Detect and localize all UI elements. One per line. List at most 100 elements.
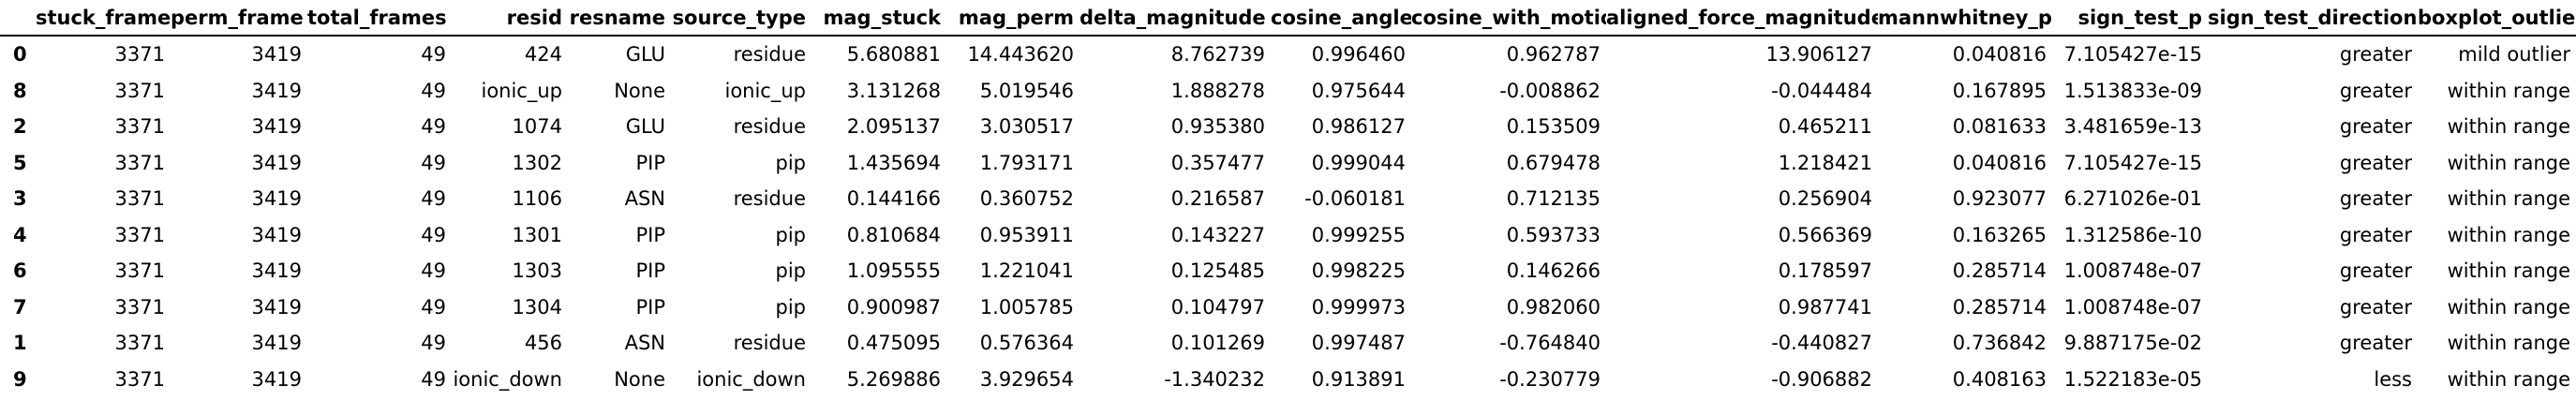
table-cell: 0.997487 <box>1311 332 1406 355</box>
table-cell: 0.357477 <box>1170 151 1265 174</box>
table-cell: within range <box>2447 223 2570 246</box>
table-cell: 1.008748e-07 <box>2063 259 2202 283</box>
table-cell: 3371 <box>114 187 165 211</box>
table-cell: 0.593733 <box>1506 223 1601 246</box>
table-cell: 424 <box>524 43 562 67</box>
table-row: 4 3371 3419 49 1301 PIP pip 0.810684 0.953911 0.1… <box>0 217 2576 254</box>
table-row: 2 3371 3419 49 1074 GLU residue 2.095137 3.03051… <box>0 109 2576 145</box>
table-cell: -0.764840 <box>1499 332 1601 355</box>
table-cell: 7.105427e-15 <box>2063 43 2202 67</box>
column-header: resid <box>452 0 568 37</box>
table-cell: None <box>614 367 665 391</box>
column-header: total_frames <box>307 0 452 37</box>
table-cell: ionic_up <box>724 79 806 102</box>
table-cell: 3419 <box>251 259 302 283</box>
table-cell: 0.935380 <box>1170 115 1265 139</box>
table-cell: 3419 <box>251 43 302 67</box>
table-cell: 0.679478 <box>1506 151 1601 174</box>
table-cell: 1.522183e-05 <box>2063 367 2202 391</box>
table-cell: greater <box>2339 223 2412 246</box>
column-header: aligned_force_magnitude <box>1606 0 1878 37</box>
table-cell: 0.986127 <box>1311 115 1406 139</box>
table-cell: 5.680881 <box>846 43 941 67</box>
row-index: 1 <box>13 332 27 355</box>
table-cell: 3371 <box>114 115 165 139</box>
table-cell: 0.167895 <box>1952 79 2047 102</box>
column-header: mag_stuck <box>812 0 946 37</box>
table-cell: within range <box>2447 332 2570 355</box>
table-cell: 0.153509 <box>1506 115 1601 139</box>
table-cell: 0.998225 <box>1311 259 1406 283</box>
table-cell: 3.481659e-13 <box>2063 115 2202 139</box>
table-cell: 49 <box>421 332 446 355</box>
table-cell: None <box>614 79 665 102</box>
table-cell: 49 <box>421 79 446 102</box>
column-header: mag_perm <box>946 0 1080 37</box>
table-cell: 1301 <box>512 223 562 246</box>
table-cell: mild outlier <box>2458 43 2570 67</box>
table-cell: 49 <box>421 43 446 67</box>
table-cell: 3419 <box>251 115 302 139</box>
table-cell: 1.005785 <box>979 295 1074 319</box>
row-index: 2 <box>13 115 27 139</box>
table-cell: 3371 <box>114 367 165 391</box>
table-cell: 5.269886 <box>846 367 941 391</box>
row-index: 3 <box>13 187 27 211</box>
table-cell: 0.285714 <box>1952 259 2047 283</box>
table-cell: within range <box>2447 187 2570 211</box>
table-row: 8 3371 3419 49 ionic_up None ionic_up 3.131268 5… <box>0 73 2576 110</box>
table-cell: 0.040816 <box>1952 151 2047 174</box>
table-cell: 0.810684 <box>846 223 941 246</box>
table-cell: greater <box>2339 295 2412 319</box>
table-cell: residue <box>733 43 806 67</box>
table-cell: PIP <box>635 151 665 174</box>
table-cell: 1.218421 <box>1778 151 1872 174</box>
table-cell: 3.131268 <box>846 79 941 102</box>
table-cell: 1.221041 <box>979 259 1074 283</box>
table-cell: ionic_up <box>481 79 562 102</box>
table-cell: 2.095137 <box>846 115 941 139</box>
table-cell: 0.101269 <box>1170 332 1265 355</box>
table-cell: 0.360752 <box>979 187 1074 211</box>
table-cell: pip <box>775 151 807 174</box>
table-cell: 3371 <box>114 223 165 246</box>
table-cell: within range <box>2447 151 2570 174</box>
column-header: stuck_frame <box>36 0 171 37</box>
column-header: mannwhitney_p <box>1878 0 2052 37</box>
table-cell: 0.982060 <box>1506 295 1601 319</box>
table-cell: 49 <box>421 151 446 174</box>
table-cell: ionic_down <box>453 367 562 391</box>
table-cell: 1.312586e-10 <box>2063 223 2202 246</box>
table-row: 6 3371 3419 49 1303 PIP pip 1.095555 1.221041 0.1… <box>0 253 2576 289</box>
table-cell: 49 <box>421 367 446 391</box>
column-header: perm_frame <box>171 0 307 37</box>
table-cell: 0.104797 <box>1170 295 1265 319</box>
table-cell: -1.340232 <box>1164 367 1265 391</box>
table-cell: 0.256904 <box>1778 187 1872 211</box>
table-cell: 0.143227 <box>1170 223 1265 246</box>
table-cell: greater <box>2339 187 2412 211</box>
table-cell: 3419 <box>251 367 302 391</box>
table-cell: 1106 <box>512 187 562 211</box>
table-cell: 3371 <box>114 43 165 67</box>
header-row: stuck_frame perm_frame total_frames resid re… <box>0 0 2576 37</box>
table-cell: PIP <box>635 295 665 319</box>
table-cell: 7.105427e-15 <box>2063 151 2202 174</box>
table-cell: 0.163265 <box>1952 223 2047 246</box>
table-cell: PIP <box>635 223 665 246</box>
table-cell: 1.435694 <box>846 151 941 174</box>
column-header: source_type <box>671 0 812 37</box>
row-index: 4 <box>13 223 27 246</box>
table-cell: within range <box>2447 79 2570 102</box>
table-cell: pip <box>775 295 807 319</box>
row-index: 6 <box>13 259 27 283</box>
table-cell: 0.923077 <box>1952 187 2047 211</box>
table-cell: -0.906882 <box>1771 367 1872 391</box>
table-cell: 0.975644 <box>1311 79 1406 102</box>
table-cell: 456 <box>524 332 562 355</box>
table-cell: pip <box>775 259 807 283</box>
column-header: delta_magnitude <box>1080 0 1271 37</box>
table-cell: 0.146266 <box>1506 259 1601 283</box>
table-cell: 1.513833e-09 <box>2063 79 2202 102</box>
